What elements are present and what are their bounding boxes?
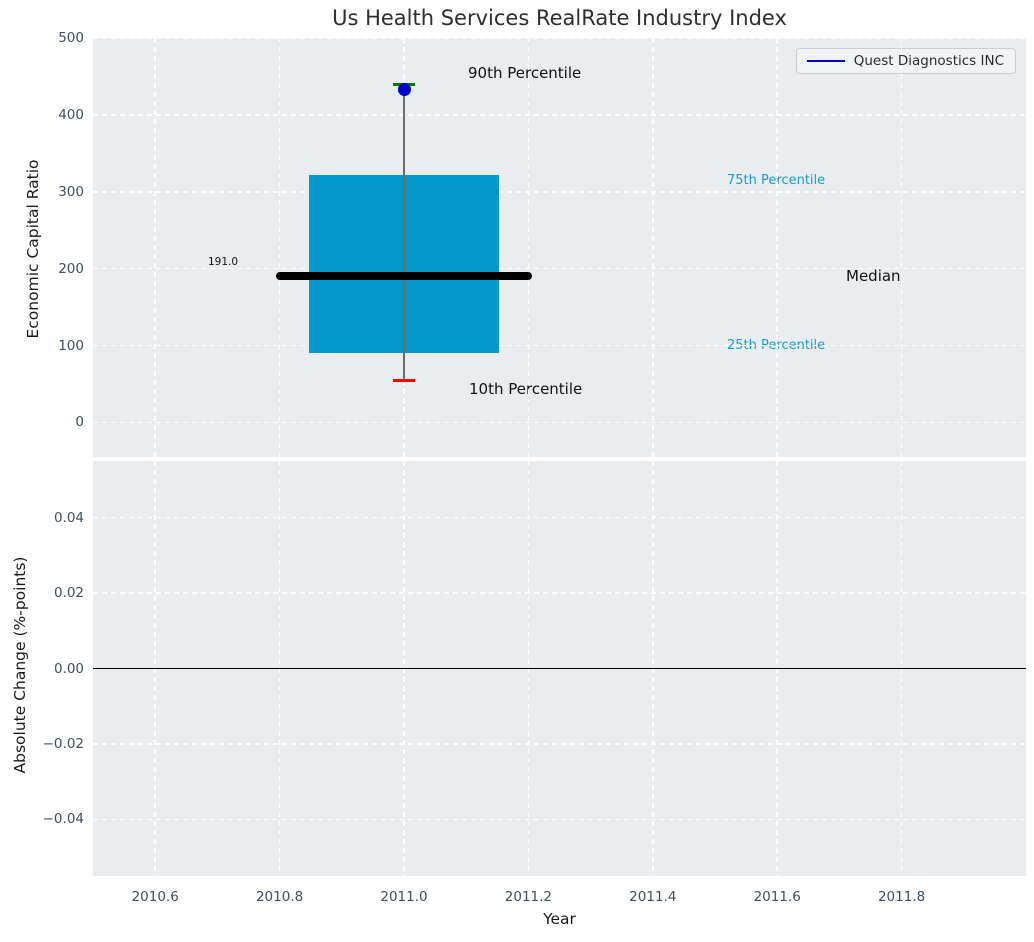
legend-line-sample-icon — [806, 59, 845, 63]
y-tick-label: 100 — [58, 337, 84, 354]
gridline-horizontal — [93, 114, 1026, 116]
y-tick-label: 0.00 — [53, 660, 84, 677]
gridline-horizontal — [93, 592, 1026, 594]
gridline-horizontal — [93, 344, 1026, 347]
gridline-vertical — [278, 38, 281, 457]
annotation-median: Median — [846, 267, 901, 285]
gridline-horizontal — [93, 818, 1026, 821]
gridline-vertical — [652, 38, 654, 457]
gridline-horizontal — [93, 267, 1026, 270]
x-tick-label: 2011.6 — [753, 889, 801, 905]
y-tick-label: 0.02 — [53, 585, 84, 602]
chart-title: Us Health Services RealRate Industry Ind… — [332, 6, 787, 30]
y-tick-label: 300 — [58, 183, 84, 200]
x-tick-label: 2011.8 — [877, 889, 926, 905]
bottom-axes — [93, 461, 1026, 876]
company-point — [397, 83, 411, 96]
y-tick-label: 400 — [58, 106, 84, 123]
y-tick-label: 500 — [58, 30, 84, 46]
x-tick-label: 2011.2 — [504, 889, 553, 905]
median-line — [276, 271, 532, 280]
gridline-horizontal — [93, 421, 1026, 424]
median-value-label: 191.0 — [208, 256, 239, 268]
gridline-horizontal — [93, 38, 1026, 39]
gridline-vertical — [900, 38, 903, 457]
top-axes: 90th Percentile 75th Percentile Median 2… — [93, 38, 1026, 457]
gridline-vertical — [154, 38, 156, 457]
legend: Quest Diagnostics INC — [795, 48, 1016, 74]
whisker-line — [403, 84, 405, 381]
y-tick-label: 0 — [75, 414, 84, 431]
legend-label: Quest Diagnostics INC — [853, 53, 1004, 69]
annotation-90th-percentile: 90th Percentile — [468, 64, 582, 82]
y-tick-label: −0.02 — [42, 735, 84, 752]
y-tick-label: 200 — [58, 260, 84, 277]
gridline-horizontal — [93, 516, 1026, 519]
y-tick-label: 0.04 — [53, 509, 84, 526]
gridline-horizontal — [93, 743, 1026, 745]
x-tick-label: 2010.8 — [255, 889, 304, 905]
annotation-10th-percentile: 10th Percentile — [469, 380, 583, 398]
gridline-vertical — [776, 38, 778, 457]
annotation-75th-percentile: 75th Percentile — [727, 173, 826, 188]
x-tick-label: 2010.6 — [131, 889, 179, 905]
gridline-horizontal — [93, 191, 1026, 193]
x-tick-label: 2011.4 — [629, 889, 677, 905]
zero-line — [93, 667, 1026, 670]
x-tick-label: 2011.0 — [380, 889, 428, 905]
y-tick-label: −0.04 — [42, 811, 84, 828]
gridline-vertical — [527, 38, 530, 457]
x-axis-label: Year — [543, 910, 576, 928]
p10-cap — [392, 378, 416, 382]
